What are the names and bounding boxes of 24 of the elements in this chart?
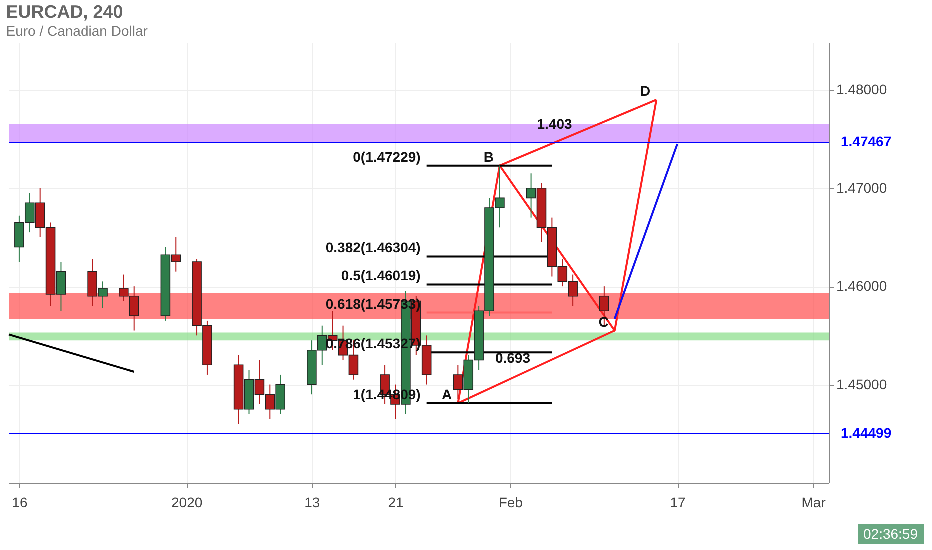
annotation: 0.5(1.46019) bbox=[341, 268, 421, 284]
y-tick-label: 1.47000 bbox=[836, 180, 888, 196]
ref-line-label: 1.47467 bbox=[841, 133, 892, 150]
y-tick-label: 1.48000 bbox=[836, 82, 888, 98]
x-tick-label: 21 bbox=[388, 494, 404, 510]
annotation: A bbox=[442, 386, 452, 402]
chart-subtitle: Euro / Canadian Dollar bbox=[6, 23, 148, 39]
x-tick-label: 16 bbox=[12, 494, 28, 510]
chart-title: EURCAD, 240 bbox=[6, 2, 124, 22]
text: 02:36:59 bbox=[858, 524, 924, 544]
x-tick-label: 17 bbox=[670, 494, 686, 510]
annotation: 1.403 bbox=[537, 116, 572, 132]
annotation: 0.693 bbox=[495, 350, 531, 366]
x-tick-label: 13 bbox=[304, 494, 320, 510]
annotation: 0(1.47229) bbox=[353, 148, 421, 165]
x-tick-label: Feb bbox=[498, 494, 524, 510]
y-tick-label: 1.46000 bbox=[836, 278, 888, 294]
annotation: D bbox=[640, 82, 651, 99]
x-tick-label: Mar bbox=[802, 494, 826, 510]
x-tick-label: 2020 bbox=[172, 494, 203, 510]
annotation: 0.382(1.46304) bbox=[326, 240, 421, 256]
annotation: B bbox=[484, 148, 494, 165]
ref-line-label: 1.44499 bbox=[841, 424, 892, 441]
y-tick-label: 1.45000 bbox=[836, 376, 888, 392]
